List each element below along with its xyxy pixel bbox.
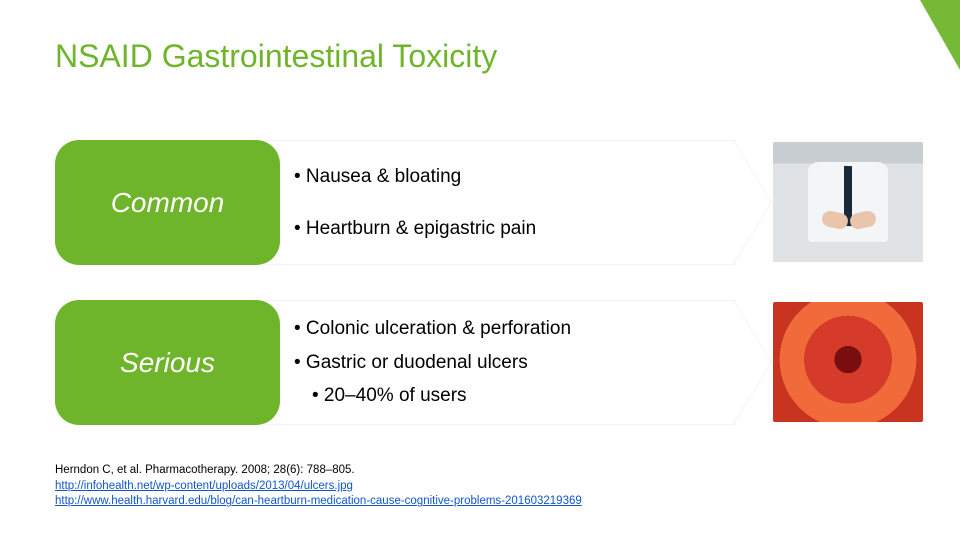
serious-item-3: • 20–40% of users <box>294 383 720 409</box>
block-serious: Serious • Colonic ulceration & perforati… <box>55 300 845 425</box>
label-serious: Serious <box>55 300 280 425</box>
corner-triangle <box>920 0 960 70</box>
image-serious <box>773 302 923 422</box>
arrow-common <box>733 140 771 264</box>
page-title: NSAID Gastrointestinal Toxicity <box>55 38 497 75</box>
serious-item-2: • Gastric or duodenal ulcers <box>294 350 720 376</box>
content-serious: • Colonic ulceration & perforation • Gas… <box>265 300 735 425</box>
arrow-serious <box>733 300 771 424</box>
label-common-text: Common <box>111 187 225 219</box>
ref-link-2[interactable]: http://www.health.harvard.edu/blog/can-h… <box>55 495 582 507</box>
ref-link-1[interactable]: http://infohealth.net/wp-content/uploads… <box>55 480 353 492</box>
image-common <box>773 142 923 262</box>
serious-item-1: • Colonic ulceration & perforation <box>294 316 720 342</box>
content-common: • Nausea & bloating • Heartburn & epigas… <box>265 140 735 265</box>
label-serious-text: Serious <box>120 347 215 379</box>
label-common: Common <box>55 140 280 265</box>
block-common: Common • Nausea & bloating • Heartburn &… <box>55 140 845 265</box>
common-item-1: • Nausea & bloating <box>294 164 720 190</box>
common-item-2: • Heartburn & epigastric pain <box>294 216 720 242</box>
references: Herndon C, et al. Pharmacotherapy. 2008;… <box>55 463 582 510</box>
ref-citation: Herndon C, et al. Pharmacotherapy. 2008;… <box>55 463 582 479</box>
